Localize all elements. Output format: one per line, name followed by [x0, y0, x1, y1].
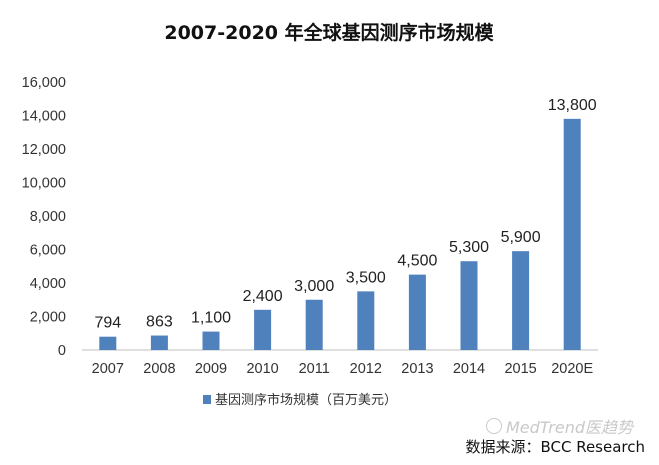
bar — [563, 118, 581, 350]
x-tick-label: 2013 — [401, 361, 433, 377]
x-tick-label: 2014 — [453, 361, 485, 377]
data-label: 5,900 — [501, 229, 541, 246]
bar — [305, 299, 323, 350]
bar — [202, 331, 220, 350]
bar — [99, 336, 117, 350]
chart-title: 2007-2020 年全球基因测序市场规模 — [164, 21, 494, 44]
data-label: 3,000 — [294, 278, 334, 295]
x-tick-label: 2011 — [299, 361, 330, 377]
y-tick-label: 2,000 — [30, 310, 66, 326]
data-label: 13,800 — [548, 97, 597, 114]
legend: 基因测序市场规模（百万美元） — [203, 392, 397, 408]
watermark: MedTrend医趋势 — [485, 414, 633, 438]
y-tick-label: 6,000 — [30, 243, 66, 259]
legend-label: 基因测序市场规模（百万美元） — [215, 392, 397, 408]
bar-series: 794 863 1,100 2,400 3,000 3,500 4,500 5,300 5,90… — [94, 97, 597, 350]
data-label: 3,500 — [346, 269, 386, 286]
bar — [357, 291, 375, 350]
y-tick-label: 10,000 — [22, 176, 66, 192]
bar — [512, 251, 530, 350]
x-axis-ticks: 2007 2008 2009 2010 2011 2012 2013 2014 2015 2020… — [92, 361, 594, 377]
wechat-icon — [485, 418, 502, 434]
x-tick-label: 2012 — [350, 361, 382, 377]
data-label: 5,300 — [449, 239, 489, 256]
x-tick-label: 2008 — [143, 361, 175, 377]
bar — [150, 335, 168, 350]
y-tick-label: 0 — [58, 343, 66, 359]
data-label: 863 — [146, 314, 173, 331]
bar — [408, 274, 426, 350]
legend-swatch — [203, 395, 211, 404]
x-tick-label: 2020E — [551, 361, 593, 377]
x-tick-label: 2010 — [246, 361, 278, 377]
y-tick-label: 4,000 — [30, 276, 66, 292]
data-label: 794 — [94, 315, 121, 332]
y-tick-label: 14,000 — [22, 109, 66, 125]
y-tick-label: 8,000 — [30, 209, 66, 225]
y-tick-label: 12,000 — [22, 142, 66, 158]
data-label: 4,500 — [397, 253, 437, 270]
x-tick-label: 2007 — [92, 361, 124, 377]
y-tick-label: 16,000 — [22, 75, 66, 91]
bar — [460, 261, 478, 350]
y-axis: 0 2,000 4,000 6,000 8,000 10,000 12,000 14,000 1… — [22, 75, 66, 359]
bar — [254, 309, 272, 350]
x-tick-label: 2009 — [195, 361, 227, 377]
watermark-text: MedTrend医趋势 — [505, 418, 633, 437]
data-label: 2,400 — [243, 288, 283, 305]
data-label: 1,100 — [191, 310, 231, 327]
x-tick-label: 2015 — [504, 361, 536, 377]
source-note: 数据来源：BCC Research — [465, 438, 645, 456]
